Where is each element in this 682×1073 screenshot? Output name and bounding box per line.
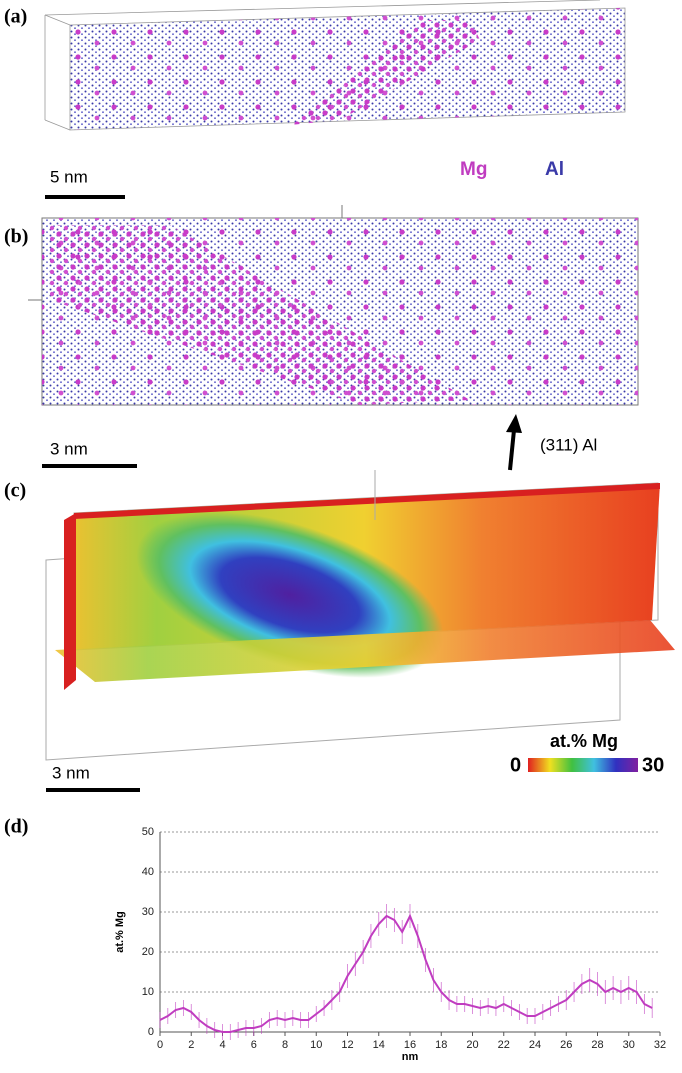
- x-tick-label: 30: [623, 1039, 635, 1051]
- x-tick-label: 0: [157, 1039, 163, 1051]
- mg-band: [290, 20, 480, 125]
- annotation: (311) Al: [540, 435, 597, 454]
- plane-edge: [64, 513, 76, 690]
- data-line: [159, 913, 653, 1033]
- x-tick-label: 28: [591, 1039, 603, 1051]
- x-tick-label: 8: [282, 1039, 288, 1051]
- plane-edge: [74, 483, 660, 519]
- x-tick-label: 26: [560, 1039, 572, 1051]
- arrow: [508, 429, 516, 471]
- x-tick-label: 2: [188, 1039, 194, 1051]
- box-edge: [44, 14, 71, 26]
- y-tick-label: 40: [142, 866, 154, 878]
- panel-c: (c) 3 nm at.% Mg 0 30: [4, 470, 675, 792]
- x-tick-label: 18: [435, 1039, 447, 1051]
- panel-label: (c): [4, 480, 26, 502]
- heatmap-plane: [55, 620, 675, 682]
- x-tick-label: 22: [498, 1039, 510, 1051]
- x-axis-label: nm: [402, 1051, 419, 1063]
- y-tick-label: 0: [148, 1026, 154, 1038]
- colorbar: [528, 758, 638, 772]
- x-tick-label: 32: [654, 1039, 666, 1051]
- scale-bar-label: 5 nm: [50, 167, 88, 186]
- legend-mg: Mg: [460, 159, 487, 180]
- x-tick-label: 24: [529, 1039, 541, 1051]
- y-tick-label: 10: [142, 986, 154, 998]
- x-tick-label: 6: [251, 1039, 257, 1051]
- x-tick-label: 16: [404, 1039, 416, 1051]
- x-tick-label: 4: [219, 1039, 225, 1051]
- x-tick-label: 12: [341, 1039, 353, 1051]
- colorbar-max: 30: [642, 754, 664, 776]
- box-edge: [44, 119, 71, 131]
- scale-bar-label: 3 nm: [50, 439, 88, 458]
- y-tick-label: 20: [142, 946, 154, 958]
- panel-b: (b) 3 nm (311) Al: [4, 205, 639, 471]
- panel-a: (a) 5 nm Mg Al: [4, 0, 626, 199]
- arrow-head: [506, 414, 522, 433]
- y-axis-label: at.% Mg: [114, 911, 126, 953]
- x-tick-label: 10: [310, 1039, 322, 1051]
- box-edge: [44, 0, 601, 16]
- panel-label: (b): [4, 226, 28, 248]
- x-tick-label: 14: [373, 1039, 385, 1051]
- colorbar-min: 0: [510, 754, 521, 776]
- y-tick-label: 30: [142, 906, 154, 918]
- scale-bar-label: 3 nm: [52, 763, 90, 782]
- panel-label: (a): [4, 6, 27, 28]
- y-tick-label: 50: [142, 826, 154, 838]
- colorbar-title: at.% Mg: [550, 731, 618, 751]
- mg-band: [50, 225, 470, 405]
- mg-atoms: [70, 8, 625, 130]
- legend-al: Al: [545, 159, 564, 180]
- panel-label: (d): [4, 816, 28, 838]
- x-tick-label: 20: [466, 1039, 478, 1051]
